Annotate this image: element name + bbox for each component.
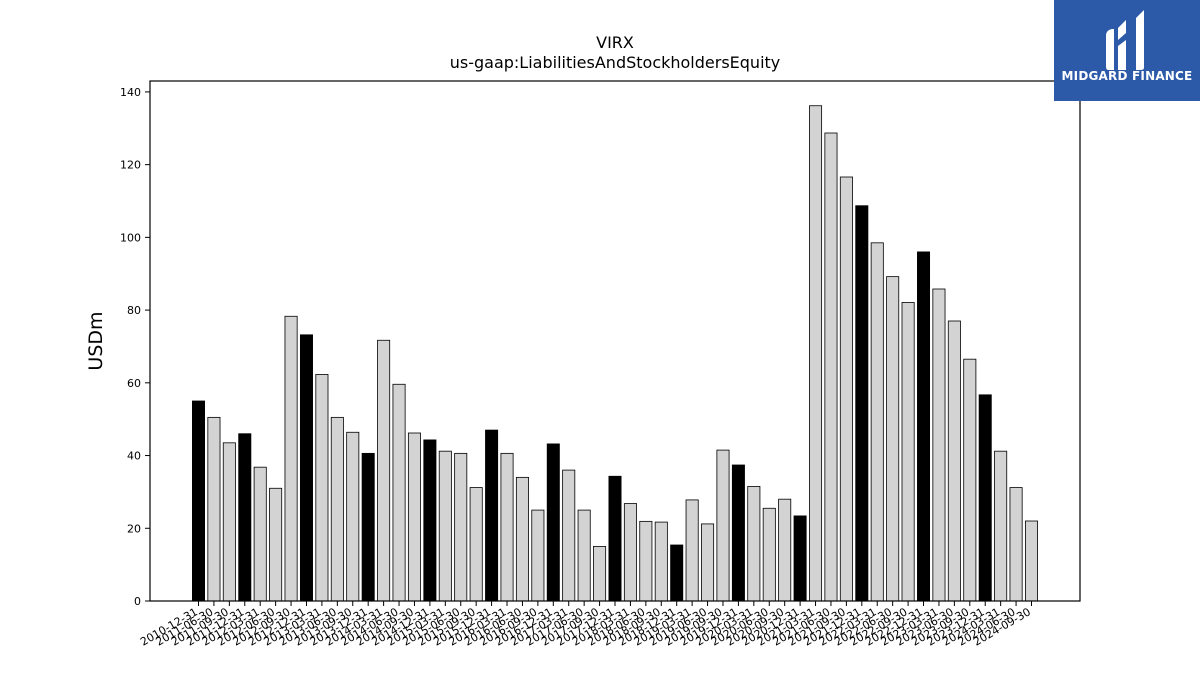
y-tick-label: 60: [127, 377, 141, 390]
bar: [994, 450, 1008, 602]
bar: [191, 400, 205, 602]
bar: [392, 383, 406, 602]
bar: [454, 452, 468, 602]
bar: [377, 339, 391, 602]
bar: [623, 503, 637, 602]
bar: [747, 486, 761, 602]
bar: [809, 105, 823, 602]
bar: [577, 509, 591, 602]
bar: [701, 523, 715, 602]
bar: [839, 176, 853, 602]
bar: [500, 452, 514, 602]
bar: [824, 132, 838, 602]
bar: [932, 288, 946, 602]
bar: [438, 450, 452, 602]
bar: [299, 334, 313, 602]
bar: [762, 507, 776, 602]
y-tick-label: 80: [127, 304, 141, 317]
bar: [886, 276, 900, 602]
bar: [469, 487, 483, 602]
y-axis-label: USDm: [85, 311, 107, 370]
bar: [562, 469, 576, 602]
bar: [639, 520, 653, 602]
bar: [407, 432, 421, 602]
bar: [608, 475, 622, 602]
chart-title: VIRX: [596, 33, 634, 52]
bar: [253, 466, 267, 602]
y-tick-label: 140: [120, 86, 141, 99]
midgard-logo-icon: [1106, 10, 1144, 70]
bar: [330, 416, 344, 602]
bar: [531, 509, 545, 602]
bar: [901, 302, 915, 602]
bar: [346, 431, 360, 602]
logo-text: MIDGARD FINANCE: [1061, 69, 1193, 83]
bar: [515, 476, 529, 602]
bar: [361, 452, 375, 602]
bar: [1009, 487, 1023, 602]
bar: [870, 242, 884, 602]
chart-subtitle: us-gaap:LiabilitiesAndStockholdersEquity: [449, 53, 781, 72]
bar: [423, 439, 437, 602]
bar: [731, 464, 745, 602]
bar: [222, 442, 236, 602]
y-tick-label: 20: [127, 522, 141, 535]
bar: [315, 374, 329, 602]
bar: [593, 546, 607, 602]
bar: [716, 449, 730, 602]
bar: [654, 521, 668, 602]
bar: [793, 515, 807, 602]
bar: [963, 358, 977, 602]
bar: [978, 394, 992, 602]
bar: [546, 443, 560, 602]
bar: [238, 433, 252, 602]
bar: [778, 498, 792, 602]
bar: [269, 487, 283, 602]
y-tick-label: 40: [127, 450, 141, 463]
bar: [207, 416, 221, 602]
bar: [917, 251, 931, 602]
bar: [1025, 520, 1039, 602]
y-tick-label: 0: [134, 595, 141, 608]
bar: [485, 429, 499, 602]
bar: [685, 499, 699, 602]
brand-logo: MIDGARD FINANCE: [1054, 0, 1200, 101]
bar: [284, 315, 298, 602]
bar: [947, 320, 961, 602]
bar: [855, 205, 869, 602]
y-tick-label: 120: [120, 159, 141, 172]
bar: [670, 544, 684, 602]
y-tick-label: 100: [120, 231, 141, 244]
